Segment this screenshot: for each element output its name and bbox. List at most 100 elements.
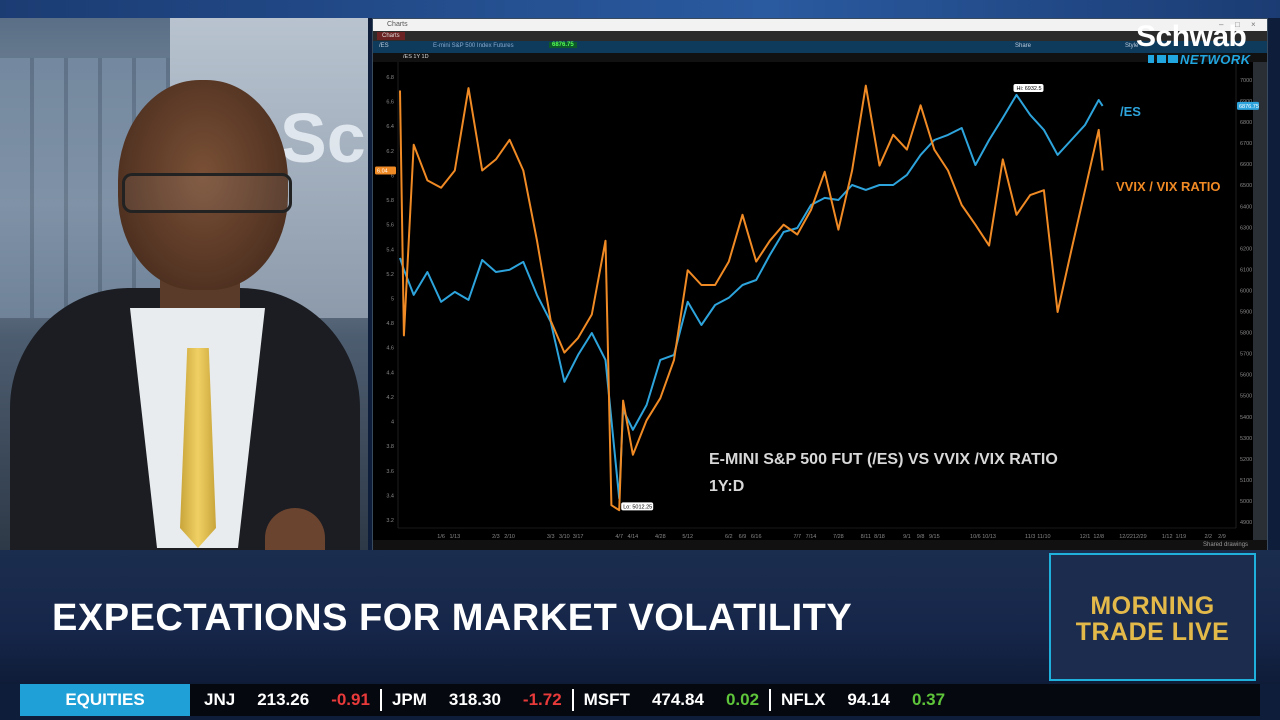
right-y-tick-label: 5800 <box>1240 331 1252 337</box>
maximize-button[interactable]: □ <box>1235 20 1240 29</box>
last-price: 6876.75 <box>549 42 577 48</box>
left-y-tick-label: 3.2 <box>386 518 394 524</box>
shared-drawings-button[interactable]: Shared drawings <box>1203 542 1249 548</box>
ratio-last-value-text: 6.04 <box>377 169 388 175</box>
x-tick-label: 12/22 <box>1119 534 1133 540</box>
right-y-tick-label: 6500 <box>1240 183 1252 189</box>
symbol-input[interactable]: /ES <box>379 43 389 49</box>
left-y-tick-label: 6.8 <box>386 75 394 81</box>
anchor-tie <box>180 348 216 548</box>
x-tick-label: 3/3 <box>547 534 555 540</box>
ticker-change: -1.72 <box>522 690 562 709</box>
style-button[interactable]: Style <box>1125 43 1139 49</box>
right-y-tick-label: 4900 <box>1240 520 1252 526</box>
left-y-tick-label: 4.2 <box>386 395 394 401</box>
close-button[interactable]: × <box>1251 20 1256 29</box>
share-button[interactable]: Share <box>1015 43 1032 49</box>
es-last-price-text: 6876.75 <box>1239 104 1259 110</box>
right-y-tick-label: 6400 <box>1240 204 1252 210</box>
right-sidebar[interactable] <box>1253 62 1267 542</box>
x-tick-label: 1/13 <box>449 534 460 540</box>
right-y-tick-label: 5500 <box>1240 394 1252 400</box>
anchor-video: Sc <box>0 18 368 550</box>
x-tick-label: 7/7 <box>793 534 801 540</box>
ticker-symbol: JPM <box>391 690 427 709</box>
left-y-tick-label: 6.2 <box>386 149 394 155</box>
x-tick-label: 10/6 <box>970 534 981 540</box>
ticker-items: JNJ 213.26 -0.91 JPM 318.30 -1.72 MSFT 4… <box>204 684 965 716</box>
top-band <box>0 0 1280 18</box>
show-logo: MORNING TRADE LIVE <box>1049 553 1256 681</box>
left-y-tick-label: 5.8 <box>386 198 394 204</box>
x-tick-label: 1/12 <box>1162 534 1173 540</box>
ratio-series-label: VVIX / VIX RATIO <box>1116 179 1221 194</box>
symbol-description: E-mini S&P 500 Index Futures <box>433 43 514 49</box>
left-y-tick-label: 3.4 <box>386 493 394 499</box>
x-tick-label: 2/2 <box>1204 534 1212 540</box>
ticker-symbol: JNJ <box>204 690 236 709</box>
window-title-bar: Charts – □ × <box>373 19 1267 31</box>
x-tick-label: 4/7 <box>615 534 623 540</box>
es-series-label: /ES <box>1120 104 1141 119</box>
ticker-change: -0.91 <box>331 690 370 709</box>
ticker-category: EQUITIES <box>20 684 190 716</box>
ticker-price: 318.30 <box>448 690 501 709</box>
left-y-tick-label: 5.4 <box>386 247 394 253</box>
tab-charts[interactable]: Charts <box>377 32 405 40</box>
stock-ticker <box>20 684 1260 716</box>
right-y-tick-label: 6700 <box>1240 141 1252 147</box>
left-y-tick-label: 5.2 <box>386 272 394 278</box>
schwab-network-logo: Schwab <box>1136 20 1247 53</box>
right-y-tick-label: 6000 <box>1240 288 1252 294</box>
x-tick-label: 6/16 <box>751 534 762 540</box>
right-y-tick-label: 5900 <box>1240 310 1252 316</box>
x-tick-label: 4/14 <box>628 534 639 540</box>
x-tick-label: 8/18 <box>874 534 885 540</box>
left-y-tick-label: 6 <box>391 173 394 179</box>
low-marker-text: Lo: 5012.25 <box>623 504 652 510</box>
x-tick-label: 12/8 <box>1093 534 1104 540</box>
right-y-tick-label: 7000 <box>1240 78 1252 84</box>
left-y-tick-label: 4.6 <box>386 346 394 352</box>
right-y-tick-label: 6600 <box>1240 162 1252 168</box>
left-y-tick-label: 3.6 <box>386 469 394 475</box>
right-y-tick-label: 5700 <box>1240 352 1252 358</box>
ticker-price: 213.26 <box>257 690 310 709</box>
x-tick-label: 8/11 <box>861 534 871 540</box>
right-y-tick-label: 6200 <box>1240 246 1252 252</box>
x-tick-label: 3/10 <box>559 534 570 540</box>
x-tick-label: 7/28 <box>833 534 844 540</box>
es-last-price-tag <box>1237 101 1259 110</box>
right-y-tick-label: 5400 <box>1240 415 1252 421</box>
ratio-last-value-tag <box>375 166 396 175</box>
tab-row: Charts <box>373 31 1267 41</box>
x-tick-label: 2/3 <box>492 534 500 540</box>
minimize-button[interactable]: – <box>1219 20 1224 29</box>
anchor-head <box>118 80 288 290</box>
chart-plot[interactable]: 1/6 1/13 2/3 2/10 3/3 3/10 3/17 4/7 4/14 4/28 5/12… <box>372 18 1268 550</box>
x-tick-label: 11/10 <box>1037 534 1050 540</box>
chart-caption: E-MINI S&P 500 FUT (/ES) VS VVIX /VIX RA… <box>709 451 1058 468</box>
high-marker <box>1013 83 1044 92</box>
ticker-symbol: NFLX <box>781 690 826 709</box>
left-y-tick-label: 4.4 <box>386 370 394 376</box>
left-y-tick-label: 6.6 <box>386 100 394 106</box>
vvix-vix-ratio-line <box>399 84 1104 512</box>
x-tick-label: 6/9 <box>739 534 747 540</box>
ticker-change: 0.37 <box>911 690 946 709</box>
ticker-item: JPM 318.30 -1.72 <box>392 689 574 711</box>
ticker-symbol: MSFT <box>583 690 630 709</box>
anchor-hand <box>265 508 325 550</box>
x-tick-label: 5/12 <box>682 534 693 540</box>
ticker-item: JNJ 213.26 -0.91 <box>204 689 382 711</box>
right-y-tick-label: 6800 <box>1240 120 1252 126</box>
ticker-change: 0.02 <box>725 690 760 709</box>
chart-window: Charts – □ × Charts /ES E-mini S&P 500 I… <box>372 18 1268 550</box>
studio-logo-fragment: Sc <box>280 99 366 177</box>
x-tick-label: 7/14 <box>806 534 817 540</box>
right-y-tick-label: 6300 <box>1240 225 1252 231</box>
x-tick-label: 2/9 <box>1218 534 1226 540</box>
show-logo-line2: TRADE LIVE <box>1075 618 1230 646</box>
x-tick-label: 3/17 <box>573 534 584 540</box>
x-tick-label: 12/29 <box>1133 534 1147 540</box>
